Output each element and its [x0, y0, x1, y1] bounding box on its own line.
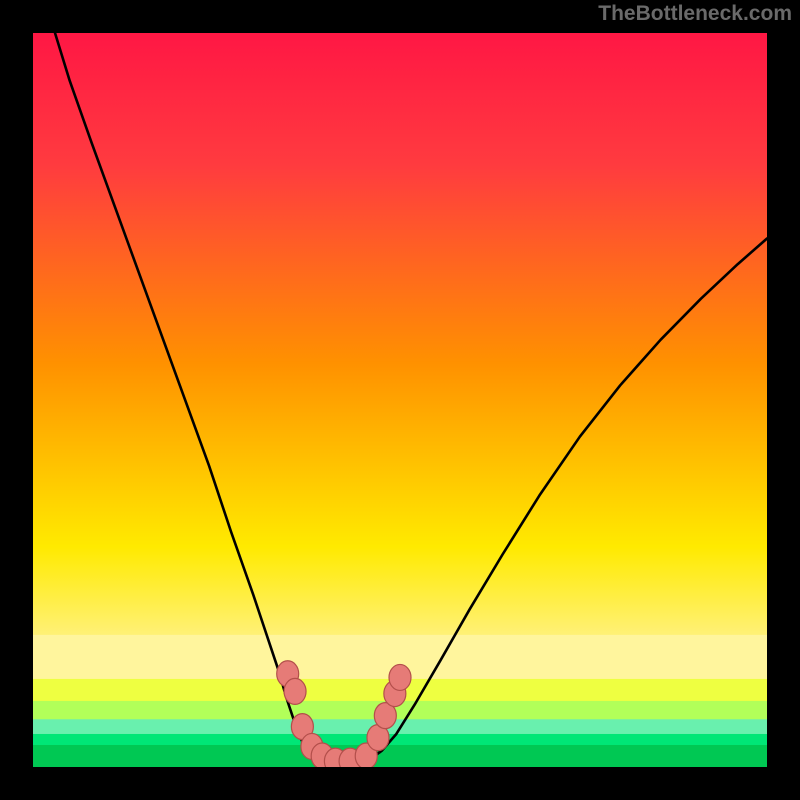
- plot-area: [33, 33, 767, 774]
- data-marker: [389, 664, 411, 690]
- data-marker: [284, 678, 306, 704]
- bottom-stripe: [33, 745, 767, 768]
- bottom-stripe: [33, 734, 767, 746]
- watermark-label: TheBottleneck.com: [598, 2, 792, 26]
- chart-svg: [0, 0, 800, 800]
- chart-stage: TheBottleneck.com: [0, 0, 800, 800]
